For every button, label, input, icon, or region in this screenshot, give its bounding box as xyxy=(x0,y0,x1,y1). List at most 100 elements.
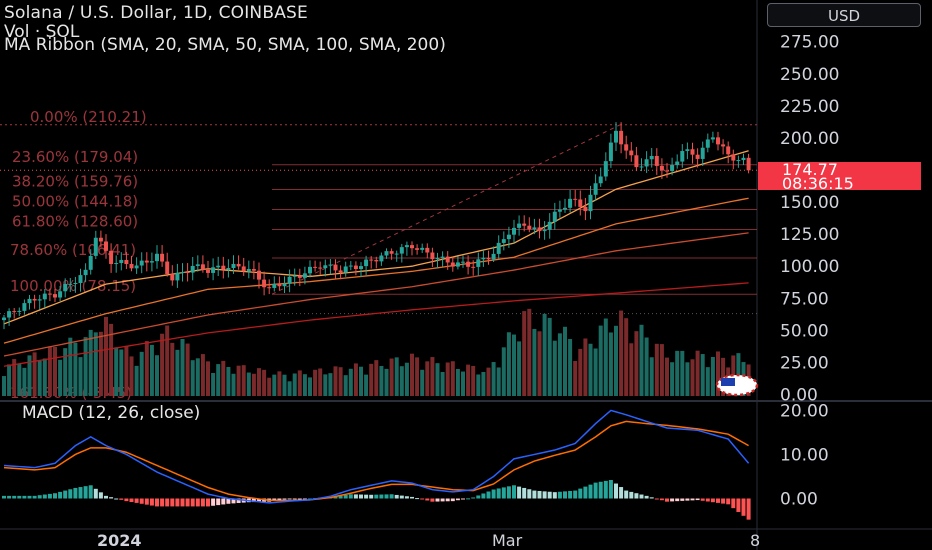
macd-histogram-bar xyxy=(7,495,12,499)
volume-bar xyxy=(394,357,399,396)
volume-bar xyxy=(542,313,547,396)
volume-bar xyxy=(455,368,460,396)
candle-body xyxy=(445,256,450,263)
macd-histogram-bar xyxy=(471,497,476,499)
candle-body xyxy=(211,267,216,273)
volume-bar xyxy=(2,376,6,396)
candle-body xyxy=(262,279,267,288)
macd-histogram-bar xyxy=(695,498,700,501)
candle-body xyxy=(185,272,190,274)
candle-body xyxy=(593,183,598,195)
macd-histogram-bar xyxy=(114,498,119,500)
candle-body xyxy=(461,261,465,263)
macd-histogram-bar xyxy=(292,498,297,500)
macd-histogram-bar xyxy=(160,498,165,507)
candle-body xyxy=(292,275,297,277)
volume-bar xyxy=(501,347,506,396)
price-tick-label: 200.00 xyxy=(780,129,839,149)
volume-bar xyxy=(226,366,231,396)
macd-indicator-label[interactable]: MACD (12, 26, close) xyxy=(22,403,201,423)
candle-body xyxy=(552,211,557,222)
macd-histogram-bar xyxy=(486,491,491,499)
volume-bar xyxy=(415,357,420,396)
volume-bar xyxy=(527,308,532,396)
volume-bar xyxy=(705,367,710,396)
macd-histogram-bar xyxy=(466,498,471,500)
volume-bar xyxy=(654,343,659,396)
volume-bar xyxy=(216,364,221,396)
ma-ribbon-label[interactable]: MA Ribbon (SMA, 20, SMA, 50, SMA, 100, S… xyxy=(4,35,446,55)
candle-body xyxy=(716,137,720,145)
volume-bar xyxy=(251,373,256,396)
volume-bar xyxy=(175,349,180,396)
macd-tick-label: 20.00 xyxy=(780,401,829,421)
volume-bar xyxy=(68,337,73,396)
candle-body xyxy=(721,144,726,147)
macd-histogram-bar xyxy=(557,491,562,499)
volume-bar xyxy=(165,325,170,396)
volume-bar xyxy=(170,342,175,396)
macd-histogram-bar xyxy=(425,498,430,501)
time-tick-label: 2024 xyxy=(97,531,142,550)
volume-bar xyxy=(323,374,328,396)
macd-histogram-bar xyxy=(721,498,726,504)
candle-body xyxy=(282,283,287,287)
volume-bar xyxy=(557,333,562,396)
candle-body xyxy=(501,239,506,243)
volume-bar xyxy=(608,332,613,396)
candle-body xyxy=(17,310,22,312)
volume-bar xyxy=(93,332,98,396)
volume-bar xyxy=(680,350,685,396)
volume-bar xyxy=(343,375,348,396)
macd-histogram-bar xyxy=(17,495,22,499)
candle-body xyxy=(257,270,261,280)
macd-histogram-bar xyxy=(37,495,42,499)
volume-bar xyxy=(624,318,629,396)
candle-body xyxy=(634,155,639,168)
macd-histogram-bar xyxy=(53,493,57,499)
candle-body xyxy=(608,142,613,162)
candle-body xyxy=(670,165,675,171)
volume-bar xyxy=(568,339,573,396)
candle-body xyxy=(675,161,680,166)
candle-body xyxy=(537,227,542,232)
volume-bar xyxy=(404,362,409,396)
candle-body xyxy=(333,264,338,271)
macd-histogram-bar xyxy=(216,498,221,506)
candle-body xyxy=(532,227,537,230)
fib-label: 38.20% (159.76) xyxy=(12,173,138,191)
time-tick-label: Mar xyxy=(492,531,523,550)
volume-bar xyxy=(665,357,669,396)
candle-body xyxy=(22,303,27,311)
currency-button[interactable]: USD xyxy=(767,3,921,27)
volume-bar xyxy=(7,364,12,396)
volume-bar xyxy=(12,359,17,396)
volume-indicator-label[interactable]: Vol · SOL xyxy=(4,22,80,42)
macd-histogram-bar xyxy=(435,498,440,502)
candle-body xyxy=(195,264,200,266)
candle-body xyxy=(603,161,608,177)
macd-tick-label: 10.00 xyxy=(780,445,829,465)
volume-bar xyxy=(374,360,379,396)
volume-bar xyxy=(471,365,476,396)
volume-bar xyxy=(195,358,200,396)
macd-histogram-bar xyxy=(496,488,501,499)
candle-body xyxy=(359,266,363,269)
macd-histogram-bar xyxy=(379,494,384,499)
volume-bar xyxy=(461,371,465,396)
fib-label: 0.00% (210.21) xyxy=(30,108,147,126)
volume-bar xyxy=(629,343,634,396)
macd-histogram-bar xyxy=(297,498,302,500)
candle-body xyxy=(277,284,282,287)
candle-body xyxy=(27,298,32,304)
volume-bar xyxy=(700,354,705,396)
volume-bar xyxy=(420,369,425,396)
volume-bar xyxy=(47,346,52,396)
ma-line-sma100 xyxy=(3,232,749,357)
candle-body xyxy=(206,269,210,273)
candle-body xyxy=(149,261,154,263)
time-tick-label: 8 xyxy=(750,531,760,550)
volume-bar xyxy=(277,371,282,396)
candle-body xyxy=(486,257,491,260)
